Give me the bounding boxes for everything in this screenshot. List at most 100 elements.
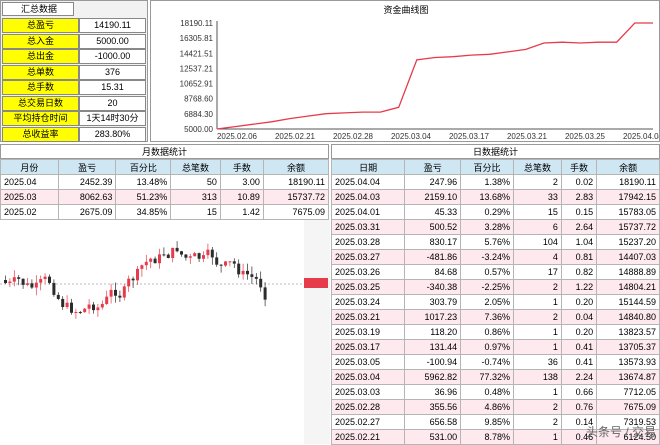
table-cell: 2025.03.28 [330, 234, 406, 250]
table-cell: 131.44 [404, 339, 462, 355]
candlestick-chart [0, 220, 330, 444]
column-header: 百分比 [115, 159, 172, 175]
candle-body [100, 303, 104, 308]
table-cell: 14407.03 [596, 249, 660, 265]
candle-body [144, 261, 148, 266]
table-cell: 2025.02 [0, 204, 59, 220]
table-cell: 0.82 [560, 264, 598, 280]
candle-body [127, 278, 131, 287]
candle-body [61, 298, 65, 308]
table-cell: 0.46 [560, 429, 598, 445]
table-cell: 2025.04.03 [330, 189, 406, 205]
candle-body [92, 304, 95, 311]
table-cell: 0.81 [560, 249, 598, 265]
table-cell: 13823.57 [596, 324, 660, 340]
table-cell: 2025.02.28 [330, 399, 406, 415]
table-cell: -0.74% [460, 354, 514, 370]
table-row: 2025.03.19 118.20 0.86% 1 0.20 13823.57 [330, 324, 660, 340]
table-cell: 247.96 [404, 174, 462, 190]
column-header: 总笔数 [170, 159, 221, 175]
table-cell: 2025.04.04 [330, 174, 406, 190]
table-cell: 2025.03.19 [330, 324, 406, 340]
candle-body [118, 295, 122, 298]
table-cell: 0.57% [460, 264, 514, 280]
table-cell: 2.83 [560, 189, 598, 205]
table-cell: -2.25% [460, 279, 514, 295]
summary-value: 5000.00 [79, 33, 146, 49]
summary-value: 14190.11 [79, 18, 146, 33]
table-cell: 10.89 [219, 189, 264, 205]
table-row: 2025.04.01 45.33 0.29% 15 0.15 15783.05 [330, 204, 660, 220]
candle-body [78, 312, 82, 314]
candle-body [250, 274, 254, 277]
summary-label: 总交易日数 [2, 95, 79, 111]
candle-body [149, 258, 153, 262]
table-row: 2025.03 8062.63 51.23% 313 10.89 15737.72 [0, 189, 330, 205]
table-cell: 2025.03.03 [330, 384, 406, 400]
table-cell: -481.86 [404, 249, 462, 265]
table-cell: 2025.03 [0, 189, 59, 205]
table-cell: 0.20 [560, 294, 598, 310]
table-row: 2025.03.31 500.52 3.28% 6 2.64 15737.72 [330, 219, 660, 235]
table-cell: 51.23% [115, 189, 172, 205]
table-cell: 0.41 [560, 339, 598, 355]
candle-body [263, 287, 267, 300]
x-tick-label: 2025.03.25 [565, 132, 606, 141]
table-cell: 18190.11 [262, 174, 330, 190]
table-cell: 15737.72 [262, 189, 330, 205]
candle-body [193, 253, 197, 257]
y-tick-label: 18190.11 [180, 19, 213, 28]
table-row: 2025.04.03 2159.10 13.68% 33 2.83 17942.15 [330, 189, 660, 205]
table-cell: 355.56 [404, 399, 462, 415]
summary-row: 总交易日数 20 [2, 95, 147, 111]
y-tick-label: 12537.21 [180, 64, 214, 73]
table-cell: 9.85% [460, 414, 514, 430]
table-cell: 2452.39 [57, 174, 117, 190]
table-cell: 2 [512, 414, 562, 430]
table-cell: 13.68% [460, 189, 514, 205]
candle-body [39, 279, 43, 283]
table-cell: 1017.23 [404, 309, 462, 325]
candle-body [96, 307, 100, 311]
table-cell: 13674.87 [596, 369, 660, 385]
summary-value: 15.31 [79, 80, 146, 95]
table-cell: 36 [512, 354, 562, 370]
candle-body [246, 270, 249, 275]
candle-body [136, 268, 139, 281]
candle-body [241, 270, 245, 275]
y-tick-label: 8768.60 [184, 95, 213, 104]
x-tick-label: 2025.02.28 [333, 132, 374, 141]
candle-body [30, 283, 34, 288]
candle-body [237, 263, 241, 275]
table-cell: 2.05% [460, 294, 514, 310]
table-cell: 5.76% [460, 234, 514, 250]
candle-body [232, 261, 236, 264]
table-cell: 2025.02.27 [330, 414, 406, 430]
summary-row: 总出金 -1000.00 [2, 49, 147, 64]
table-cell: 0.04 [560, 309, 598, 325]
table-header-row: 月份 盈亏 百分比 总笔数 手数 余额 [0, 159, 330, 175]
table-cell: 4.86% [460, 399, 514, 415]
summary-row: 总盈亏 14190.11 [2, 18, 147, 33]
monthly-caption: 月数据统计 [0, 144, 329, 159]
table-row: 2025.02.28 355.56 4.86% 2 0.76 7675.09 [330, 399, 660, 415]
table-cell: 3.28% [460, 219, 514, 235]
candle-body [259, 278, 263, 288]
table-cell: 1.04 [560, 234, 598, 250]
candle-body [215, 257, 219, 265]
table-row: 2025.03.24 303.79 2.05% 1 0.20 15144.59 [330, 294, 660, 310]
table-cell: 15144.59 [596, 294, 660, 310]
candle-body [65, 302, 69, 308]
candle-body [43, 276, 47, 280]
table-cell: 18190.11 [596, 174, 660, 190]
candle-body [153, 258, 157, 264]
table-cell: 5962.82 [404, 369, 462, 385]
table-cell: 2.64 [560, 219, 598, 235]
table-row: 2025.03.04 5962.82 77.32% 138 2.24 13674.87 [330, 369, 660, 385]
table-cell: 0.66 [560, 384, 598, 400]
summary-label: 总手数 [2, 80, 79, 95]
table-cell: 2.24 [560, 369, 598, 385]
candle-body [8, 281, 12, 284]
table-cell: 303.79 [404, 294, 462, 310]
table-cell: 118.20 [404, 324, 462, 340]
